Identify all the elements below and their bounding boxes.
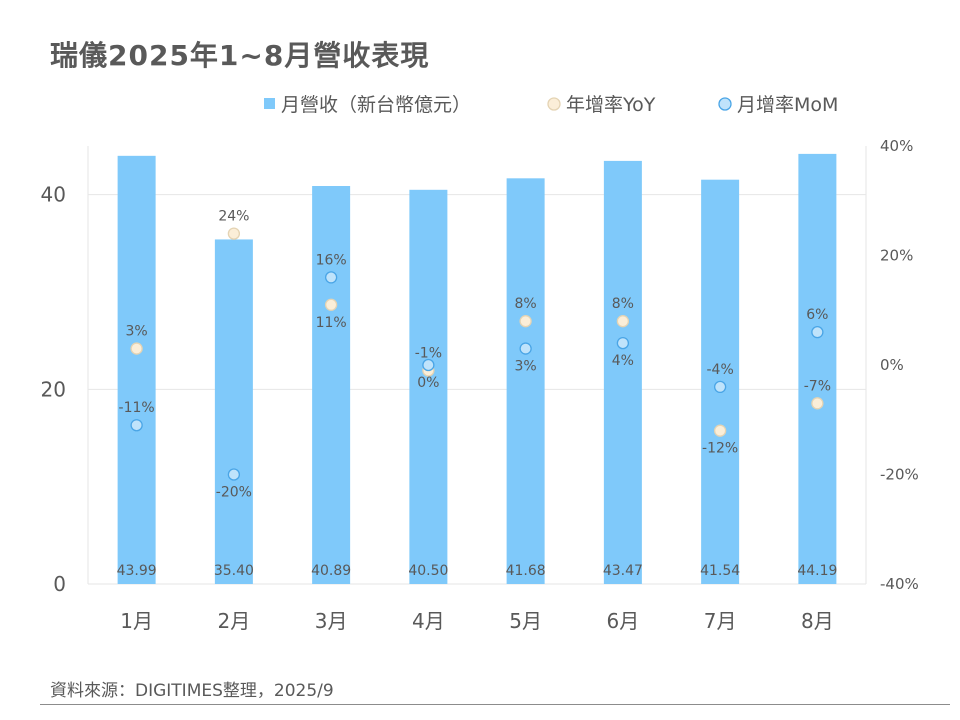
revenue-bar: [312, 186, 351, 584]
y-right-tick-label: 0%: [880, 356, 904, 374]
mom-point: [616, 336, 630, 350]
yoy-point: [324, 298, 338, 311]
footer-divider: [40, 704, 950, 705]
mom-point: [324, 271, 338, 284]
revenue-data-label: 40.50: [408, 563, 448, 579]
yoy-data-label: 3%: [126, 324, 148, 340]
chart-title: 瑞儀2025年1~8月營收表現: [50, 39, 430, 72]
mom-data-label: 4%: [612, 353, 634, 369]
revenue-data-label: 44.19: [797, 563, 837, 579]
legend-label-yoy: 年增率YoY: [566, 94, 656, 116]
x-tick-label: 5月: [509, 609, 542, 633]
x-tick-label: 7月: [704, 609, 737, 633]
revenue-bar: [603, 160, 642, 584]
y-left-tick-label: 40: [41, 183, 66, 207]
yoy-point: [713, 424, 727, 437]
x-tick-label: 8月: [801, 609, 834, 633]
legend-swatch-revenue: [264, 98, 275, 109]
revenue-data-label: 43.99: [117, 563, 157, 579]
mom-data-label: -20%: [216, 485, 252, 501]
revenue-bar: [798, 153, 837, 584]
yoy-point: [227, 227, 241, 240]
x-tick-label: 3月: [315, 609, 348, 633]
yoy-point: [519, 315, 532, 328]
mom-point: [422, 358, 435, 372]
y-left-tick-label: 20: [41, 377, 66, 401]
legend-label-mom: 月增率MoM: [737, 94, 838, 116]
yoy-data-label: -1%: [415, 345, 442, 361]
revenue-data-label: 35.40: [214, 563, 254, 579]
yoy-point: [616, 315, 630, 328]
x-tick-label: 1月: [120, 609, 153, 633]
mom-point: [811, 325, 824, 339]
yoy-point: [811, 397, 824, 410]
revenue-data-label: 41.68: [506, 563, 546, 579]
mom-point: [130, 419, 143, 432]
revenue-bar: [506, 178, 545, 584]
mom-data-label: 3%: [515, 359, 537, 375]
yoy-data-label: -7%: [804, 378, 831, 394]
mom-point: [227, 468, 241, 481]
y-right-tick-label: -40%: [880, 575, 919, 593]
y-left-tick-label: 0: [53, 572, 66, 596]
chart-canvas: 0 20 40 -40% -20% 0% 20% 40% 43.99 35.40 40.89 40.5…: [41, 94, 919, 633]
x-tick-label: 2月: [218, 609, 251, 633]
y-right-tick-label: 40%: [880, 137, 913, 155]
yoy-data-label: 11%: [316, 315, 347, 331]
revenue-bar: [409, 189, 448, 585]
mom-data-label: 6%: [806, 307, 828, 323]
mom-point: [519, 342, 532, 355]
mom-data-label: -11%: [119, 400, 155, 416]
yoy-data-label: 24%: [218, 209, 249, 225]
yoy-data-label: -12%: [702, 441, 738, 457]
legend-marker-mom: [718, 97, 732, 111]
legend-label-revenue: 月營收（新台幣億元）: [281, 94, 471, 116]
mom-point: [713, 380, 727, 394]
x-tick-label: 6月: [607, 609, 640, 633]
y-right-tick-label: 20%: [880, 247, 913, 265]
y-right-tick-label: -20%: [880, 466, 919, 484]
yoy-data-label: 8%: [612, 296, 634, 312]
yoy-point: [130, 342, 143, 355]
mom-data-label: 0%: [417, 375, 439, 391]
mom-data-label: 16%: [316, 252, 347, 268]
revenue-data-label: 41.54: [700, 563, 740, 579]
revenue-bar: [117, 155, 156, 584]
x-tick-label: 4月: [412, 609, 445, 633]
source-note: 資料來源：DIGITIMES整理，2025/9: [50, 681, 334, 701]
revenue-bar: [214, 239, 253, 584]
revenue-data-label: 40.89: [311, 563, 351, 579]
mom-data-label: -4%: [706, 362, 733, 378]
revenue-data-label: 43.47: [603, 563, 643, 579]
legend-marker-yoy: [547, 97, 561, 111]
yoy-data-label: 8%: [515, 296, 537, 312]
